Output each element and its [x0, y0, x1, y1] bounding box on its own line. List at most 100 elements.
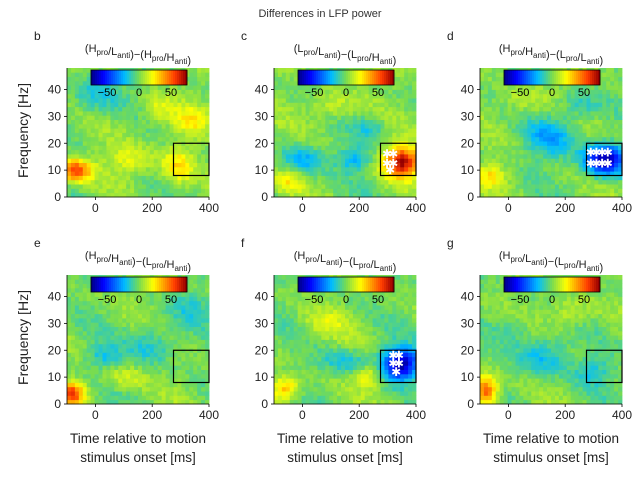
- panel-title: (Hpro/Lanti)−(Hpro/Hanti): [85, 43, 191, 67]
- x-tick-label: 0: [92, 408, 99, 422]
- roi-box: [585, 349, 623, 384]
- x-tick-label: 400: [406, 408, 426, 422]
- colorbar-tick-label: 0: [343, 294, 349, 306]
- y-axis-label: Frequency [Hz]: [15, 83, 31, 178]
- panel-letter: g: [447, 236, 454, 250]
- significance-marker: ✱: [597, 146, 607, 160]
- y-tick-label: 20: [255, 136, 269, 150]
- significance-marker: ✱: [597, 156, 607, 170]
- y-tick-label: 10: [48, 163, 62, 177]
- significance-marker: ✱: [603, 156, 613, 170]
- y-tick-label: 30: [48, 109, 62, 123]
- colorbar-tick-label: 50: [372, 294, 384, 306]
- panel-letter: c: [241, 29, 247, 43]
- colorbar-tick-label: −50: [98, 294, 117, 306]
- colorbar-tick-label: 0: [343, 87, 349, 99]
- y-tick-label: 40: [461, 290, 475, 304]
- x-tick-label: 400: [406, 201, 426, 215]
- panel-e: e (Hpro/Hanti)−(Lpro/Hanti) −50 0 50 0 200 400 0…: [15, 236, 219, 465]
- colorbar-tick-label: 50: [165, 87, 177, 99]
- y-tick-label: 30: [461, 316, 475, 330]
- y-tick-label: 40: [48, 83, 62, 97]
- colorbar-tick-label: 50: [165, 294, 177, 306]
- colorbar: −50 0 50: [503, 276, 601, 306]
- panel-title: (Hpro/Lanti)−(Lpro/Hanti): [499, 250, 603, 274]
- y-tick-label: 0: [54, 190, 61, 204]
- x-tick-label: 200: [142, 408, 162, 422]
- y-tick-label: 40: [48, 290, 62, 304]
- roi-box: [585, 142, 623, 177]
- significance-marker: ✱: [586, 146, 596, 160]
- colorbar-tick-label: 0: [136, 87, 142, 99]
- significance-marker: ✱: [382, 147, 392, 161]
- panel-letter: b: [34, 29, 41, 43]
- panel-letter: d: [447, 29, 454, 43]
- y-tick-label: 20: [461, 343, 475, 357]
- panel-b: b (Hpro/Lanti)−(Hpro/Hanti) −50 0 50 0 200 400 0…: [15, 29, 219, 215]
- panel-title: (Lpro/Lanti)−(Lpro/Hanti): [294, 43, 396, 67]
- y-tick-label: 30: [255, 316, 269, 330]
- panel-letter: e: [34, 236, 41, 250]
- y-tick-label: 20: [48, 136, 62, 150]
- y-axis-label: Frequency [Hz]: [15, 290, 31, 385]
- x-axis-label: Time relative to motion stimulus onset [m…: [483, 431, 619, 465]
- x-tick-label: 400: [199, 408, 219, 422]
- y-tick-label: 0: [261, 190, 268, 204]
- y-tick-label: 40: [461, 83, 475, 97]
- y-tick-label: 20: [255, 343, 269, 357]
- x-tick-label: 400: [612, 201, 632, 215]
- colorbar-tick-label: 50: [578, 294, 590, 306]
- y-tick-label: 0: [54, 397, 61, 411]
- y-tick-label: 30: [255, 109, 269, 123]
- colorbar-tick-label: 0: [136, 294, 142, 306]
- colorbar-tick-label: −50: [305, 87, 324, 99]
- y-tick-label: 0: [261, 397, 268, 411]
- significance-marker: ✱: [388, 357, 398, 371]
- panel-c: c(Lpro/Lanti)−(Lpro/Hanti)−50 0 50✱✱✱✱✱0 20…: [241, 29, 426, 215]
- y-tick-label: 10: [255, 370, 269, 384]
- significance-marker: ✱: [382, 156, 392, 170]
- significance-marker: ✱: [388, 156, 398, 170]
- x-tick-label: 400: [199, 201, 219, 215]
- panel-title: (Hpro/Hanti)−(Lpro/Hanti): [85, 250, 191, 274]
- colorbar: −50 0 50: [297, 276, 395, 306]
- significance-marker: ✱: [586, 156, 596, 170]
- y-tick-label: 10: [461, 370, 475, 384]
- colorbar-tick-label: 0: [549, 87, 555, 99]
- x-tick-label: 200: [555, 201, 575, 215]
- panel-d: d(Hpro/Hanti)−(Lpro/Lanti)−50 0 50✱✱✱✱✱✱✱✱…: [447, 29, 632, 215]
- panel-f: f(Hpro/Lanti)−(Lpro/Lanti)−50 0 50✱✱✱✱✱0 20…: [241, 236, 426, 465]
- x-tick-label: 0: [299, 201, 306, 215]
- x-tick-label: 200: [555, 408, 575, 422]
- y-tick-label: 0: [467, 397, 474, 411]
- x-tick-label: 200: [142, 201, 162, 215]
- panel-title: (Hpro/Lanti)−(Lpro/Lanti): [294, 250, 396, 274]
- colorbar: −50 0 50: [90, 69, 188, 99]
- colorbar: −50 0 50: [90, 276, 188, 306]
- colorbar-tick-label: −50: [511, 87, 530, 99]
- colorbar-tick-label: 50: [578, 87, 590, 99]
- x-tick-label: 0: [92, 201, 99, 215]
- y-tick-label: 0: [467, 190, 474, 204]
- panel-g: g (Hpro/Lanti)−(Lpro/Hanti) −50 0 50 0 200 400 0…: [447, 236, 632, 465]
- significance-marker: ✱: [385, 163, 395, 177]
- y-tick-label: 20: [461, 136, 475, 150]
- panels-group: b(Hpro/Lanti)−(Hpro/Hanti)−50 0 500 200 4000…: [15, 29, 632, 465]
- roi-box: [172, 142, 210, 177]
- significance-marker: ✱: [388, 349, 398, 363]
- x-tick-label: 0: [299, 408, 306, 422]
- colorbar-tick-label: 50: [372, 87, 384, 99]
- panel-letter: f: [241, 236, 245, 250]
- y-tick-label: 10: [461, 163, 475, 177]
- colorbar-tick-label: −50: [511, 294, 530, 306]
- colorbar-tick-label: −50: [305, 294, 324, 306]
- x-tick-label: 0: [505, 201, 512, 215]
- x-axis-label: Time relative to motion stimulus onset [m…: [70, 431, 206, 465]
- roi-box: [379, 349, 417, 384]
- y-tick-label: 30: [461, 109, 475, 123]
- x-tick-label: 200: [349, 408, 369, 422]
- significance-marker: ✱: [394, 357, 404, 371]
- heatmap-cells: [480, 68, 623, 198]
- significance-marker: ✱: [388, 147, 398, 161]
- x-tick-label: 0: [505, 408, 512, 422]
